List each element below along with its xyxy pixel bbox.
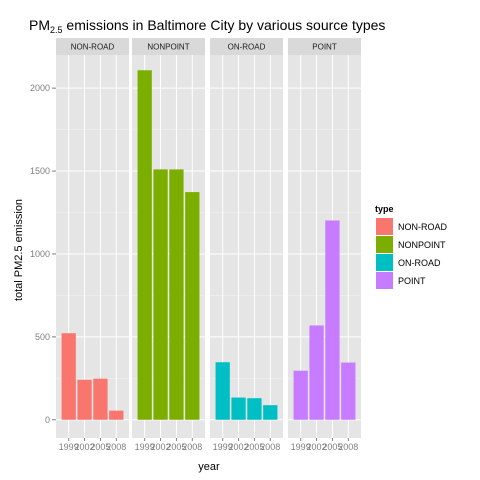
facet-panels: NON-ROAD1999200220052008NONPOINT19992002… bbox=[56, 38, 361, 452]
legend: type NON-ROAD NONPOINT ON-ROAD POINT bbox=[375, 204, 447, 289]
y-axis-title: total PM2.5 emission bbox=[13, 199, 25, 301]
x-tick-label: 2002 bbox=[75, 442, 95, 452]
legend-label-non-road: NON-ROAD bbox=[398, 222, 447, 232]
x-tick-label: 2005 bbox=[90, 442, 110, 452]
chart-title-rest: emissions in Baltimore City by various s… bbox=[63, 17, 386, 33]
x-tick-label: 2005 bbox=[244, 442, 264, 452]
x-tick-label: 2002 bbox=[307, 442, 327, 452]
facet-strip-label: NON-ROAD bbox=[71, 43, 115, 52]
bar-point-2002 bbox=[309, 325, 324, 420]
facet-strip-label: ON-ROAD bbox=[228, 43, 266, 52]
bar-non-road-2002 bbox=[77, 379, 92, 420]
legend-label-on-road: ON-ROAD bbox=[398, 258, 441, 268]
y-tick-label: 1500 bbox=[30, 166, 50, 176]
bar-on-road-2005 bbox=[247, 398, 262, 420]
x-axis-title: year bbox=[198, 461, 220, 473]
legend-swatch-on-road bbox=[376, 254, 393, 271]
bar-nonpoint-2005 bbox=[169, 169, 184, 420]
x-tick-label: 2008 bbox=[106, 442, 126, 452]
x-tick-label: 1999 bbox=[135, 442, 155, 452]
chart-title-main: PM bbox=[29, 17, 50, 33]
facet-strip-label: POINT bbox=[312, 43, 337, 52]
y-tick-label: 0 bbox=[45, 415, 50, 425]
x-tick-label: 2008 bbox=[182, 442, 202, 452]
legend-swatch-point bbox=[376, 272, 393, 289]
chart-title-subscript: 2.5 bbox=[50, 25, 63, 35]
bar-point-2005 bbox=[325, 220, 340, 420]
x-tick-label: 2008 bbox=[338, 442, 358, 452]
x-tick-label: 1999 bbox=[291, 442, 311, 452]
bar-nonpoint-2002 bbox=[153, 169, 168, 420]
facet-strip bbox=[288, 38, 361, 55]
bar-point-2008 bbox=[341, 362, 356, 420]
facet-strip bbox=[210, 38, 283, 55]
facet-strip bbox=[56, 38, 129, 55]
x-tick-label: 2002 bbox=[229, 442, 249, 452]
bar-on-road-2008 bbox=[263, 405, 278, 420]
bar-on-road-1999 bbox=[215, 362, 230, 420]
bar-on-road-2002 bbox=[231, 397, 246, 420]
y-tick-label: 2000 bbox=[30, 83, 50, 93]
legend-swatch-non-road bbox=[376, 218, 393, 235]
facet-strip-label: NONPOINT bbox=[147, 43, 189, 52]
bar-point-1999 bbox=[293, 370, 308, 420]
bar-nonpoint-1999 bbox=[137, 70, 152, 420]
x-tick-label: 2002 bbox=[151, 442, 171, 452]
x-tick-label: 1999 bbox=[213, 442, 233, 452]
x-tick-label: 2005 bbox=[322, 442, 342, 452]
y-axis: 0 500 1000 1500 2000 bbox=[30, 83, 56, 425]
bar-non-road-2005 bbox=[93, 378, 108, 420]
y-tick-label: 500 bbox=[35, 332, 50, 342]
chart-title: PM2.5 emissions in Baltimore City by var… bbox=[29, 17, 385, 35]
legend-label-nonpoint: NONPOINT bbox=[398, 240, 446, 250]
x-tick-label: 2008 bbox=[260, 442, 280, 452]
y-tick-label: 1000 bbox=[30, 249, 50, 259]
x-tick-label: 1999 bbox=[59, 442, 79, 452]
legend-swatch-nonpoint bbox=[376, 236, 393, 253]
x-tick-label: 2005 bbox=[166, 442, 186, 452]
bar-non-road-1999 bbox=[61, 333, 76, 420]
bar-non-road-2008 bbox=[109, 410, 124, 420]
legend-title: type bbox=[375, 204, 394, 214]
bar-nonpoint-2008 bbox=[185, 192, 200, 420]
facet-strip bbox=[132, 38, 205, 55]
legend-label-point: POINT bbox=[398, 276, 426, 286]
